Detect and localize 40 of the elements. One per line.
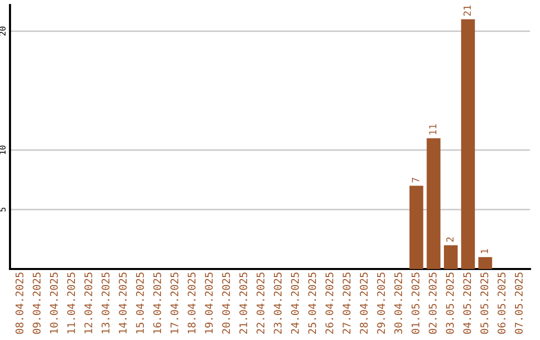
x-tick-label: 05.05.2025: [480, 272, 488, 334]
bar: [444, 245, 458, 269]
x-tick-label: 04.05.2025: [463, 272, 472, 334]
x-tick-label: 25.04.2025: [308, 272, 316, 334]
x-tick-label: 27.04.2025: [342, 272, 351, 334]
x-tick-label: 18.04.2025: [188, 272, 196, 334]
data-label: 7: [412, 178, 420, 182]
x-tick-label: 02.05.2025: [428, 272, 437, 334]
x-tick-label: 11.04.2025: [67, 272, 76, 334]
x-tick-label: 08.04.2025: [16, 272, 24, 334]
x-tick-label: 29.04.2025: [377, 272, 385, 334]
x-tick-label: 14.04.2025: [118, 272, 127, 334]
bar: [478, 257, 492, 269]
x-tick-label: 06.05.2025: [498, 272, 506, 334]
x-tick-label: 23.04.2025: [274, 272, 282, 334]
x-tick-label: 30.04.2025: [394, 272, 402, 334]
data-label: 21: [464, 5, 471, 16]
bar: [461, 19, 475, 269]
x-tick-label: 22.04.2025: [256, 272, 264, 334]
x-tick-label: 20.04.2025: [222, 272, 230, 334]
x-tick-label: 16.04.2025: [153, 272, 162, 334]
x-tick-label: 17.04.2025: [170, 272, 178, 334]
x-tick-label: 10.04.2025: [50, 272, 58, 334]
data-label: 11: [429, 124, 436, 134]
bar: [426, 138, 440, 269]
x-tick-label: 07.05.2025: [514, 272, 523, 334]
x-tick-label: 01.05.2025: [412, 272, 420, 334]
x-tick-label: 24.04.2025: [291, 272, 299, 334]
x-tick-label: 09.04.2025: [32, 272, 41, 334]
x-tick-label: 26.04.2025: [325, 272, 334, 334]
data-label: 2: [446, 237, 454, 242]
x-tick-label: 21.04.2025: [239, 272, 248, 334]
data-label: 1: [480, 249, 488, 254]
x-tick-label: 15.04.2025: [136, 272, 144, 334]
bar: [409, 186, 424, 269]
x-tick-label: 12.04.2025: [84, 272, 92, 334]
x-tick-label: 28.04.2025: [360, 272, 368, 334]
x-tick-label: 19.04.2025: [204, 272, 213, 334]
x-tick-label: 03.05.2025: [446, 272, 454, 334]
x-tick-label: 13.04.2025: [102, 272, 110, 334]
